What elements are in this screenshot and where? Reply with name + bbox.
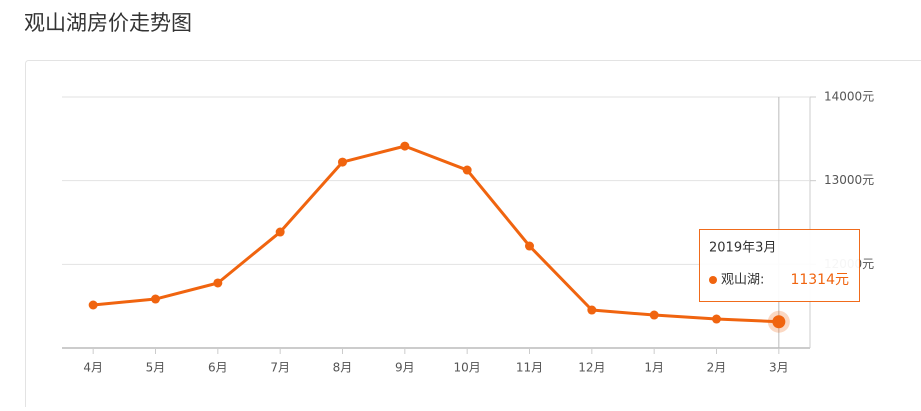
data-point — [151, 295, 160, 304]
data-point — [338, 158, 347, 167]
x-tick-label: 12月 — [578, 361, 605, 375]
chart-title: 观山湖房价走势图 — [24, 11, 192, 35]
data-point — [89, 300, 98, 309]
x-tick-label: 7月 — [270, 361, 290, 375]
data-point — [276, 228, 285, 237]
tooltip-marker — [709, 276, 717, 284]
y-tick-label: 13000元 — [824, 173, 874, 187]
x-tick-label: 4月 — [83, 361, 103, 375]
data-point — [213, 278, 222, 287]
tooltip-value: 11314元 — [790, 272, 849, 288]
x-tick-label: 6月 — [208, 361, 228, 375]
tooltip-title: 2019年3月 — [709, 241, 776, 256]
x-tick-label: 1月 — [644, 361, 664, 375]
data-point — [400, 142, 409, 151]
x-tick-label: 5月 — [146, 361, 166, 375]
tooltip-colon: : — [760, 273, 764, 288]
x-tick-label: 2月 — [707, 361, 727, 375]
x-tick-label: 3月 — [769, 361, 789, 375]
data-point — [650, 311, 659, 320]
x-tick-label: 8月 — [333, 361, 353, 375]
data-point — [463, 166, 472, 175]
tooltip-series-name: 观山湖 — [721, 273, 760, 288]
data-point — [772, 315, 785, 328]
y-tick-label: 14000元 — [824, 90, 874, 104]
x-tick-label: 10月 — [454, 361, 481, 375]
data-point — [525, 242, 534, 251]
x-tick-label: 9月 — [395, 361, 415, 375]
data-point — [712, 315, 721, 324]
series-line — [93, 146, 779, 322]
data-point — [587, 306, 596, 315]
x-tick-label: 11月 — [516, 361, 543, 375]
